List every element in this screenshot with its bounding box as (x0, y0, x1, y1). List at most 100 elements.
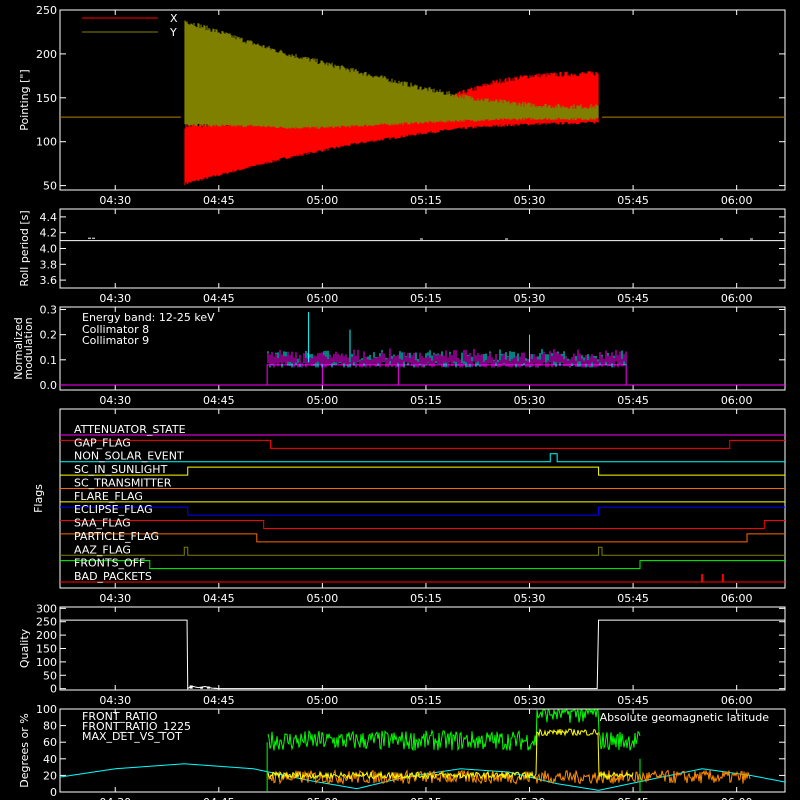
y-tick-label: 20 (43, 769, 57, 782)
y-tick-label: 300 (36, 602, 57, 615)
x-tick-label: 06:00 (721, 394, 753, 407)
y-tick-label: 50 (43, 180, 57, 193)
x-tick-label: 05:15 (410, 694, 442, 707)
flag-label-gap_flag: GAP_FLAG (74, 436, 131, 449)
panel-4: 04:30 04:45 05:00 05:15 05:30 05:45 06:00 Flags… (32, 408, 786, 605)
x-tick-label: 05:45 (617, 796, 649, 800)
x-tick-label: 05:45 (617, 592, 649, 605)
quality-line (60, 619, 785, 690)
x-tick-label: 06:00 (721, 292, 753, 305)
panels: 04:30 04:45 05:00 05:15 05:30 05:45 06:0050100… (12, 4, 786, 800)
x-tick-label: 06:00 (721, 796, 753, 800)
x-tick-label: 05:00 (307, 592, 339, 605)
collimator-9-baseline (60, 364, 785, 386)
x-tick-label: 04:30 (99, 194, 131, 207)
plot-frame (59, 9, 786, 191)
x-tick-label: 05:00 (307, 194, 339, 207)
flag-label-eclipse_flag: ECLIPSE_FLAG (74, 503, 153, 516)
x-tick-label: 04:45 (203, 194, 235, 207)
y-tick-label: 3.6 (40, 274, 58, 287)
y-tick-label: 0.0 (40, 379, 58, 392)
flag-line-non_solar_event (60, 453, 785, 463)
y-axis-label: Degrees or % (18, 713, 31, 787)
flag-label-attenuator_state: ATTENUATOR_STATE (74, 423, 186, 436)
y-axis-label: Normalized (12, 317, 25, 379)
panel-2: 04:30 04:45 05:00 05:15 05:30 05:45 06:00 3.6 3.… (18, 208, 786, 305)
flag-label-bad_packets: BAD_PACKETS (74, 570, 152, 583)
plot-frame (59, 408, 786, 589)
y-tick-label: 150 (36, 643, 57, 656)
y-tick-label: 250 (36, 4, 57, 17)
y-tick-label: 150 (36, 92, 57, 105)
flag-label-sc_transmitter: SC_TRANSMITTER (74, 476, 172, 489)
x-tick-label: 05:00 (307, 394, 339, 407)
front-ratio-line (267, 728, 634, 781)
panel-6: 04:30 04:45 05:00 05:15 05:30 05:45 06:00 0 20 40… (18, 703, 786, 800)
x-tick-label: 05:30 (514, 194, 546, 207)
x-tick-label: 06:00 (721, 592, 753, 605)
y-tick-label: 200 (36, 48, 57, 61)
flag-label-particle_flag: PARTICLE_FLAG (74, 530, 159, 543)
x-tick-label: 04:45 (203, 592, 235, 605)
x-tick-label: 05:00 (307, 694, 339, 707)
y-tick-label: 4.4 (40, 211, 58, 224)
x-tick-label: 04:30 (99, 292, 131, 305)
y-tick-label: 0.2 (40, 329, 58, 342)
quality-point (189, 685, 193, 689)
quality-point (213, 687, 217, 689)
plot-frame (59, 306, 786, 391)
y-tick-label: 80 (43, 720, 57, 733)
x-tick-label: 05:45 (617, 292, 649, 305)
flag-line-particle_flag (60, 533, 785, 543)
front-ratio-1225-line (267, 708, 641, 752)
y-tick-label: 0.1 (40, 354, 58, 367)
y-tick-label: 0 (50, 683, 57, 696)
flag-line-fronts_off (60, 560, 785, 570)
y-tick-label: 0 (50, 786, 57, 799)
flag-label-aaz_flag: AAZ_FLAG (74, 543, 131, 556)
x-tick-label: 05:15 (410, 394, 442, 407)
x-tick-label: 06:00 (721, 194, 753, 207)
x-tick-label: 05:30 (514, 694, 546, 707)
y-tick-label: 250 (36, 616, 57, 629)
x-tick-label: 04:30 (99, 796, 131, 800)
legend-label-front_ratio_1225: FRONT_RATIO_1225 (82, 720, 191, 733)
y-axis-label: Quality (18, 628, 31, 668)
legend-label-front_ratio: FRONT_RATIO (82, 710, 158, 723)
y-tick-label: 3.8 (40, 258, 58, 271)
x-tick-label: 05:45 (617, 194, 649, 207)
y-tick-label: 100 (36, 656, 57, 669)
x-tick-label: 05:45 (617, 694, 649, 707)
legend-label-collimator-9: Collimator 9 (82, 334, 149, 347)
quality-point (206, 686, 210, 689)
x-tick-label: 04:30 (99, 592, 131, 605)
flag-label-flare_flag: FLARE_FLAG (74, 490, 143, 503)
plot-frame (59, 708, 786, 793)
x-tick-label: 05:45 (617, 394, 649, 407)
y-tick-label: 0.3 (40, 304, 58, 317)
x-tick-label: 05:15 (410, 194, 442, 207)
y-tick-label: 200 (36, 629, 57, 642)
x-tick-label: 05:30 (514, 394, 546, 407)
x-tick-label: 05:00 (307, 292, 339, 305)
y-axis-label: Flags (32, 484, 45, 513)
y-axis-label: Roll period [s] (18, 210, 31, 286)
flag-line-sc_in_sunlight (60, 466, 785, 476)
flag-line-saa_flag (60, 520, 785, 530)
x-tick-label: 05:15 (410, 796, 442, 800)
y-tick-label: 50 (43, 669, 57, 682)
x-tick-label: 05:30 (514, 796, 546, 800)
flag-line-eclipse_flag (60, 506, 785, 516)
x-tick-label: 05:00 (307, 796, 339, 800)
x-tick-label: 05:15 (410, 592, 442, 605)
panel-1: 04:30 04:45 05:00 05:15 05:30 05:45 06:00 50 100… (18, 4, 786, 207)
x-tick-label: 04:45 (203, 796, 235, 800)
y-axis-label: Pointing ["] (18, 69, 31, 130)
x-tick-label: 04:45 (203, 292, 235, 305)
flag-label-non_solar_event: NON_SOLAR_EVENT (74, 450, 184, 463)
quality-point (200, 687, 204, 689)
y-tick-label: 40 (43, 753, 57, 766)
y-tick-label: 100 (36, 703, 57, 716)
flag-label-saa_flag: SAA_FLAG (74, 517, 131, 530)
